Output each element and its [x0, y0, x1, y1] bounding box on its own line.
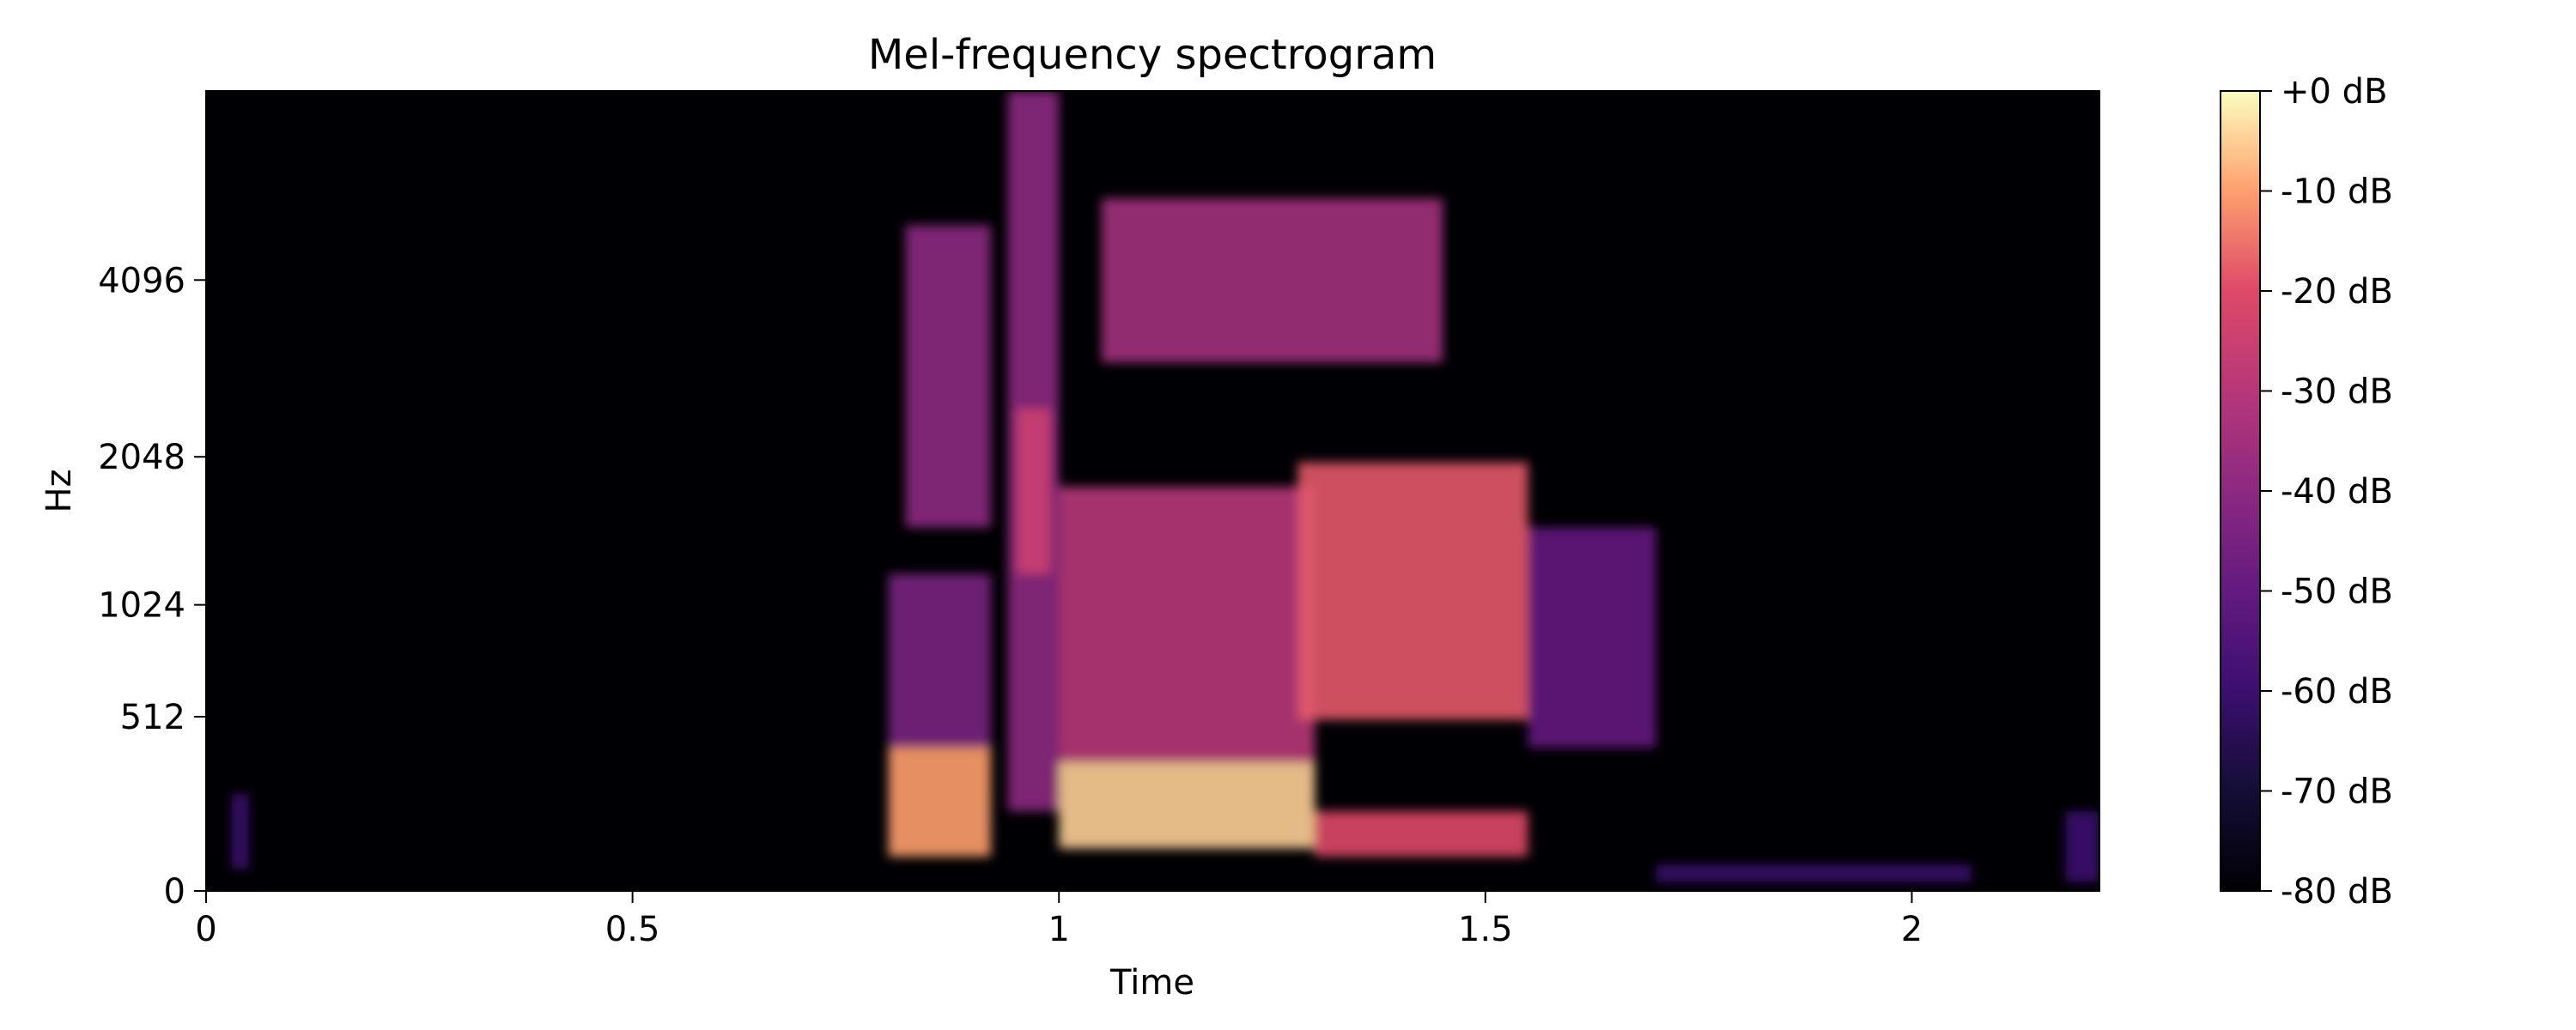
energy-region: [2065, 811, 2099, 882]
colorbar: [2220, 90, 2261, 892]
x-tick-label: 0: [195, 910, 216, 949]
colorbar-tick-label: -70 dB: [2281, 772, 2393, 812]
energy-region: [231, 794, 249, 869]
plot-frame: [205, 90, 2100, 892]
y-tick-label: 512: [120, 698, 185, 737]
energy-region: [905, 225, 991, 528]
energy-region: [1656, 864, 1971, 882]
energy-regions: [231, 91, 2099, 882]
energy-region: [1059, 762, 1315, 849]
x-axis-ticks: 0 0.5 1 1.5 2: [195, 891, 1923, 949]
y-tick-label: 1024: [98, 586, 185, 626]
x-tick-label: 1.5: [1458, 910, 1513, 949]
y-tick-label: 0: [164, 872, 185, 912]
energy-region: [1059, 487, 1315, 762]
chart-title: Mel-frequency spectrogram: [868, 31, 1437, 79]
energy-region: [1016, 408, 1051, 574]
colorbar-tick-label: +0 dB: [2281, 72, 2388, 112]
y-tick-label: 2048: [98, 438, 185, 477]
x-tick-label: 2: [1901, 910, 1923, 949]
energy-region: [888, 573, 991, 748]
x-tick-label: 1: [1048, 910, 1070, 949]
energy-region: [1528, 527, 1656, 748]
energy-region: [1101, 198, 1443, 363]
y-axis-ticks: 0 512 1024 2048 4096: [98, 261, 206, 912]
colorbar-tick-label: -40 dB: [2281, 472, 2393, 512]
colorbar-ticks: +0 dB -10 dB -20 dB -30 dB -40 dB -50 dB -60 d…: [2260, 72, 2393, 912]
y-axis-label: Hz: [39, 469, 79, 512]
colorbar-tick-label: -10 dB: [2281, 173, 2393, 212]
colorbar-tick-label: -50 dB: [2281, 573, 2393, 612]
y-tick-label: 4096: [98, 261, 185, 300]
energy-region: [1315, 811, 1528, 857]
energy-region: [888, 747, 991, 857]
x-axis-label: Time: [1109, 963, 1194, 1003]
colorbar-tick-label: -20 dB: [2281, 272, 2393, 312]
colorbar-tick-label: -80 dB: [2281, 872, 2393, 912]
colorbar-tick-label: -60 dB: [2281, 672, 2393, 712]
colorbar-tick-label: -30 dB: [2281, 373, 2393, 412]
energy-region: [1297, 462, 1528, 720]
x-tick-label: 0.5: [605, 910, 660, 949]
